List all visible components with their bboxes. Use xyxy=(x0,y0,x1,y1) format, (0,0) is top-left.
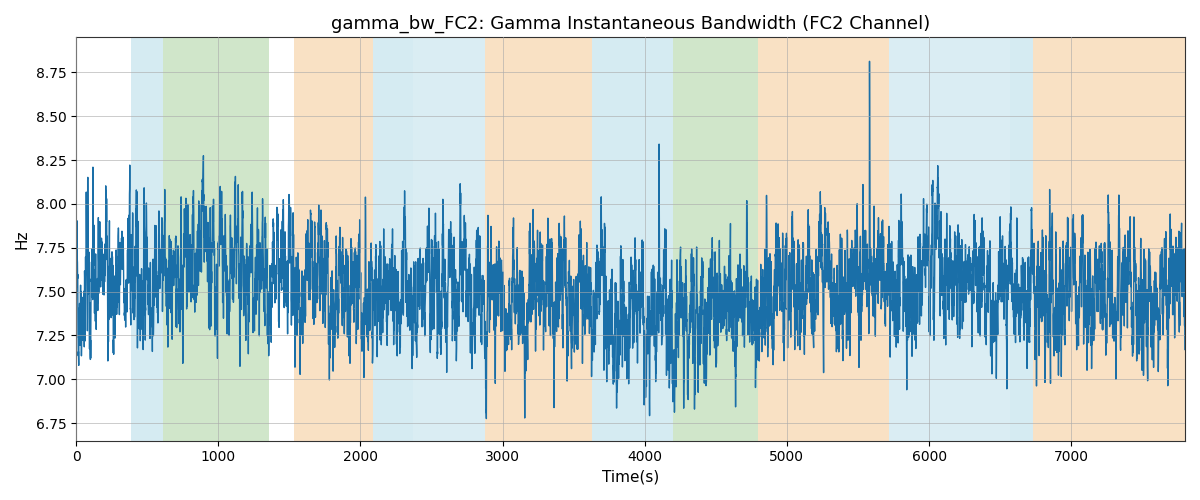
Bar xyxy=(592,38,632,440)
Bar xyxy=(758,38,889,440)
Bar xyxy=(656,38,673,440)
Bar xyxy=(889,38,1010,440)
Bar xyxy=(1033,38,1186,440)
Bar xyxy=(632,38,656,440)
Bar xyxy=(1010,38,1033,440)
X-axis label: Time(s): Time(s) xyxy=(602,470,659,485)
Bar xyxy=(163,38,269,440)
Bar xyxy=(294,38,373,440)
Bar xyxy=(673,38,758,440)
Bar xyxy=(373,38,413,440)
Bar xyxy=(486,38,592,440)
Bar xyxy=(413,38,486,440)
Title: gamma_bw_FC2: Gamma Instantaneous Bandwidth (FC2 Channel): gamma_bw_FC2: Gamma Instantaneous Bandwi… xyxy=(331,15,930,34)
Y-axis label: Hz: Hz xyxy=(14,230,30,249)
Bar xyxy=(132,38,163,440)
